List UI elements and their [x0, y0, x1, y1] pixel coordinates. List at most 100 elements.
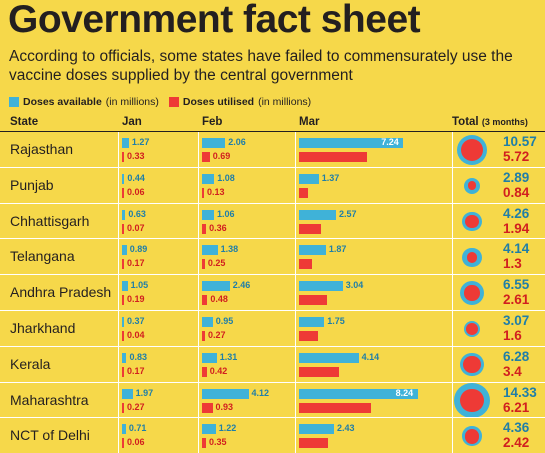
bar-utilised-jan: [122, 366, 124, 377]
legend-utilised-label: Doses utilised: [182, 96, 255, 108]
header-state: State: [10, 116, 39, 128]
total-utilised-circle: [460, 138, 484, 162]
value-available-jan: 0.89: [129, 244, 148, 255]
total-utilised-value: 1.3: [503, 256, 522, 272]
value-utilised-feb: 0.13: [207, 186, 225, 197]
header-total: Total (3 months): [452, 116, 528, 128]
legend-available: Doses available (in millions): [9, 96, 159, 108]
table-row: Kerala 0.83 0.17 1.31 0.42 4.14 6.28 3.4: [0, 345, 545, 382]
value-utilised-jan: 0.17: [127, 258, 145, 269]
value-available-feb: 1.38: [220, 244, 239, 255]
total-available-value: 6.28: [503, 348, 530, 364]
value-available-feb: 2.46: [232, 280, 251, 291]
bar-available-mar: [299, 388, 418, 399]
total-utilised-circle: [463, 356, 481, 374]
column-divider: [198, 418, 199, 453]
value-available-jan: 0.37: [127, 316, 145, 326]
column-divider: [118, 239, 119, 275]
total-utilised-circle: [466, 251, 478, 263]
bar-utilised-mar: [299, 187, 309, 198]
value-utilised-feb: 0.36: [209, 222, 227, 233]
value-available-mar: 1.87: [328, 244, 347, 255]
bar-utilised-mar: [299, 438, 328, 449]
column-divider: [295, 132, 296, 167]
column-divider: [295, 239, 296, 275]
bar-available-feb: [202, 173, 215, 184]
value-available-mar: 1.75: [327, 316, 345, 326]
legend-available-label: Doses available: [23, 96, 102, 108]
column-divider: [198, 203, 199, 239]
bar-utilised-jan: [122, 438, 124, 449]
total-utilised-value: 2.42: [503, 435, 530, 451]
value-utilised-feb: 0.35: [208, 437, 227, 448]
bar-available-jan: [122, 281, 128, 292]
total-available-value: 4.26: [503, 205, 530, 221]
column-divider: [198, 167, 199, 203]
table-row: NCT of Delhi 0.71 0.06 1.22 0.35 2.43 4.36 2.42: [0, 417, 545, 453]
bar-available-mar: [299, 317, 325, 327]
value-available-jan: 1.27: [131, 137, 150, 147]
value-available-mar: 2.57: [339, 208, 357, 219]
bar-utilised-feb: [202, 152, 210, 162]
total-utilised-value: 5.72: [503, 149, 530, 164]
bar-utilised-feb: [202, 366, 207, 377]
bar-available-jan: [122, 138, 129, 148]
value-utilised-feb: 0.48: [210, 294, 228, 305]
column-divider: [118, 311, 119, 346]
bar-utilised-mar: [299, 402, 372, 413]
bar-utilised-mar: [299, 223, 321, 234]
header-jan: Jan: [122, 116, 142, 128]
bar-available-jan: [122, 352, 127, 363]
bar-utilised-jan: [122, 187, 124, 198]
bar-utilised-jan: [122, 331, 124, 341]
column-divider: [198, 275, 199, 311]
column-divider: [198, 132, 199, 167]
value-utilised-feb: 0.27: [208, 330, 226, 340]
column-divider: [118, 346, 119, 382]
value-available-jan: 0.83: [129, 351, 147, 362]
bar-available-jan: [122, 173, 125, 184]
bar-utilised-feb: [202, 259, 205, 270]
total-available-value: 14.33: [503, 384, 537, 400]
column-divider: [452, 418, 453, 453]
bar-utilised-mar: [299, 366, 340, 377]
bar-available-jan: [122, 317, 124, 327]
bar-utilised-jan: [122, 259, 124, 270]
bar-available-feb: [202, 352, 217, 363]
column-divider: [118, 167, 119, 203]
bar-available-feb: [202, 281, 230, 292]
bar-utilised-mar: [299, 331, 318, 341]
value-utilised-feb: 0.42: [209, 365, 228, 376]
table-row: Jharkhand 0.37 0.04 0.95 0.27 1.75 3.07 1.6: [0, 310, 545, 346]
bar-utilised-feb: [202, 331, 206, 341]
value-utilised-jan: 0.04: [127, 330, 145, 340]
bar-available-feb: [202, 317, 213, 327]
column-divider: [452, 239, 453, 275]
value-utilised-jan: 0.17: [127, 365, 145, 376]
bar-utilised-feb: [202, 223, 207, 234]
bar-utilised-mar: [299, 295, 327, 306]
state-label: Rajasthan: [10, 141, 74, 157]
column-divider: [452, 275, 453, 311]
bar-available-mar: [299, 352, 359, 363]
column-divider: [198, 239, 199, 275]
bar-utilised-mar: [299, 152, 367, 162]
value-available-jan: 0.44: [127, 172, 145, 183]
total-utilised-circle: [464, 285, 480, 301]
column-divider: [295, 382, 296, 418]
value-utilised-jan: 0.33: [127, 151, 145, 161]
column-divider: [452, 311, 453, 346]
state-label: Telangana: [10, 248, 75, 265]
total-utilised-value: 2.61: [503, 292, 530, 308]
column-divider: [452, 382, 453, 418]
value-utilised-feb: 0.93: [215, 401, 234, 412]
header-total-label: Total: [452, 116, 479, 128]
value-available-mar: 2.43: [336, 423, 355, 434]
total-utilised-circle: [460, 388, 484, 413]
value-available-jan: 1.97: [135, 387, 154, 398]
column-divider: [295, 275, 296, 311]
table-row: Chhattisgarh 0.63 0.07 1.06 0.36 2.57 4.26 1.94: [0, 202, 545, 239]
table-row: Punjab 0.44 0.06 1.08 0.13 1.37 2.89 0.84: [0, 166, 545, 203]
value-utilised-feb: 0.25: [207, 258, 226, 269]
state-label: Jharkhand: [10, 320, 76, 336]
